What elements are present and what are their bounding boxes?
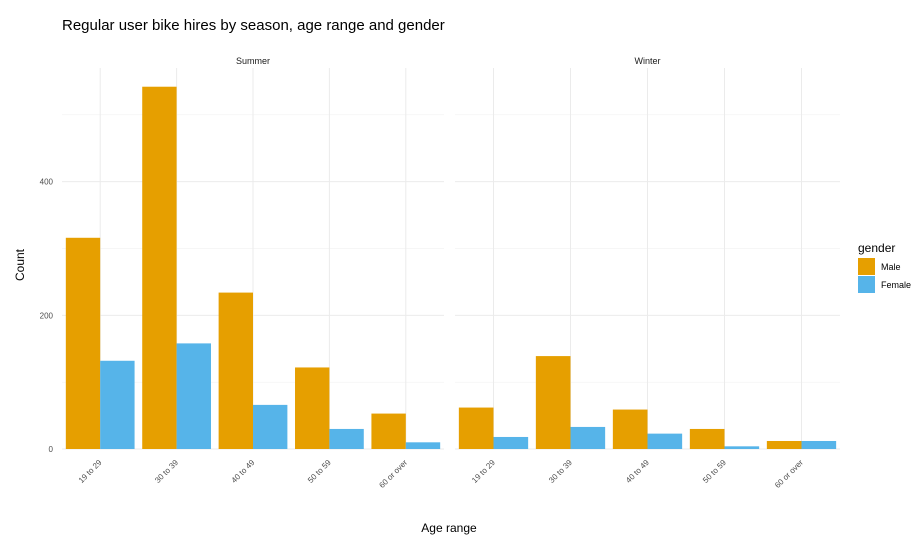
legend-label-female: Female <box>881 280 911 290</box>
bar-male <box>218 292 253 449</box>
y-tick-label: 400 <box>40 178 54 187</box>
bar-female <box>647 433 683 449</box>
bar-male <box>689 428 725 449</box>
bar-male <box>612 409 648 449</box>
x-tick-label: 19 to 29 <box>470 458 497 485</box>
bar-male <box>535 356 571 449</box>
panels: Summer 19 to 29 30 to 39 40 to 49 50 to 59 60… <box>40 56 840 490</box>
y-axis-title: Count <box>13 248 27 281</box>
panel-strip-label: Summer <box>236 56 270 66</box>
panel-strip-label: Winter <box>634 56 660 66</box>
x-tick-label: 60 or over <box>377 458 409 490</box>
panel-summer: Summer 19 to 29 30 to 39 40 to 49 50 to 59 60… <box>62 56 444 490</box>
y-tick-label: 200 <box>40 311 54 320</box>
bar-female <box>570 426 606 449</box>
x-tick-label: 50 to 59 <box>701 458 728 485</box>
bar-male <box>766 440 802 449</box>
x-tick-label: 50 to 59 <box>306 458 333 485</box>
bar-female <box>801 440 837 449</box>
panel-winter: Winter 19 to 29 30 to 39 40 to 49 50 to 59 60… <box>455 56 840 490</box>
bar-male <box>142 86 177 449</box>
bar-female <box>253 404 288 449</box>
legend-label-male: Male <box>881 262 901 272</box>
x-tick-label: 19 to 29 <box>77 458 104 485</box>
x-axis-title: Age range <box>421 521 477 535</box>
bar-male <box>65 237 101 449</box>
legend-title: gender <box>858 241 895 255</box>
bar-male <box>295 367 330 449</box>
bar-male <box>458 407 494 449</box>
bar-male <box>371 413 406 449</box>
x-tick-label: 60 or over <box>773 458 805 490</box>
y-tick-label: 0 <box>49 445 54 454</box>
bar-female <box>100 360 135 449</box>
x-tick-label: 40 to 49 <box>624 458 651 485</box>
bar-female <box>493 436 529 449</box>
legend: gender Male Female <box>858 241 911 293</box>
x-tick-label: 30 to 39 <box>547 458 574 485</box>
bar-female <box>176 343 211 449</box>
chart-title: Regular user bike hires by season, age r… <box>62 17 445 34</box>
x-tick-label: 40 to 49 <box>230 458 257 485</box>
x-tick-label: 30 to 39 <box>153 458 180 485</box>
bar-female <box>724 446 760 449</box>
bar-female <box>329 428 364 449</box>
legend-swatch-female <box>858 276 875 293</box>
bar-female <box>405 442 441 449</box>
legend-swatch-male <box>858 258 875 275</box>
